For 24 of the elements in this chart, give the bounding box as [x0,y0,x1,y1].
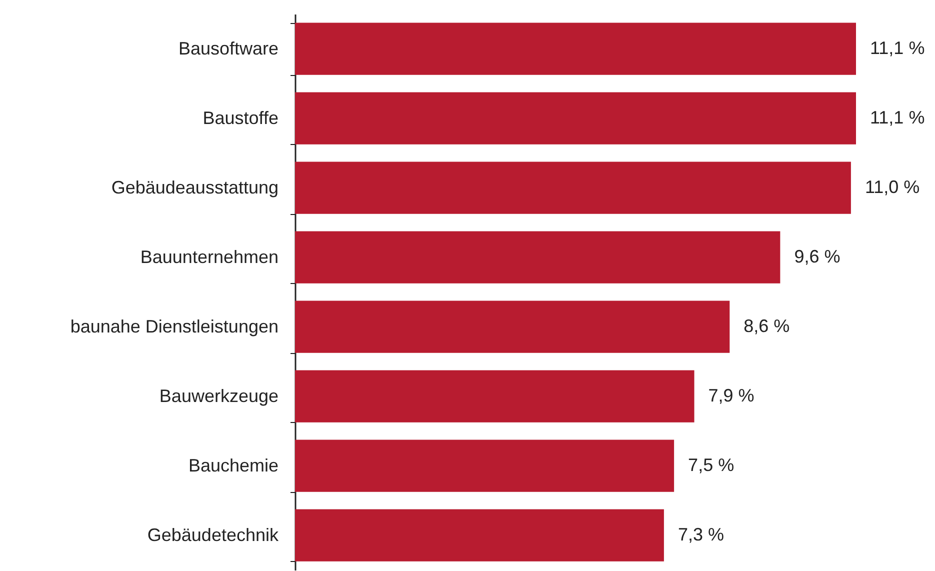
data-label: 9,6 % [794,246,840,266]
bar [295,231,780,284]
y-tick-label: Gebäudetechnik [147,524,280,545]
y-tick-label: Bausoftware [178,38,278,58]
bar [295,509,664,562]
bar [295,300,730,353]
data-label: 8,6 % [744,316,790,336]
bar [295,22,856,75]
bar [295,440,674,492]
y-tick-label: Bauwerkzeuge [159,386,278,406]
bar [295,162,851,214]
y-tick-label: Bauchemie [188,455,278,476]
data-label: 7,3 % [678,524,724,544]
bar [295,92,856,144]
data-label: 7,5 % [688,454,734,475]
y-tick-label: Baustoffe [202,108,278,128]
data-label: 11,1 % [870,38,925,58]
y-tick-label: baunahe Dienstleistungen [70,316,278,336]
data-label: 7,9 % [708,385,754,406]
data-label: 11,1 % [870,107,925,128]
data-label: 11,0 % [864,176,920,197]
bar [295,370,694,422]
y-tick-label: Bauunternehmen [140,246,278,267]
y-tick-label: Gebäudeausstattung [111,177,278,198]
